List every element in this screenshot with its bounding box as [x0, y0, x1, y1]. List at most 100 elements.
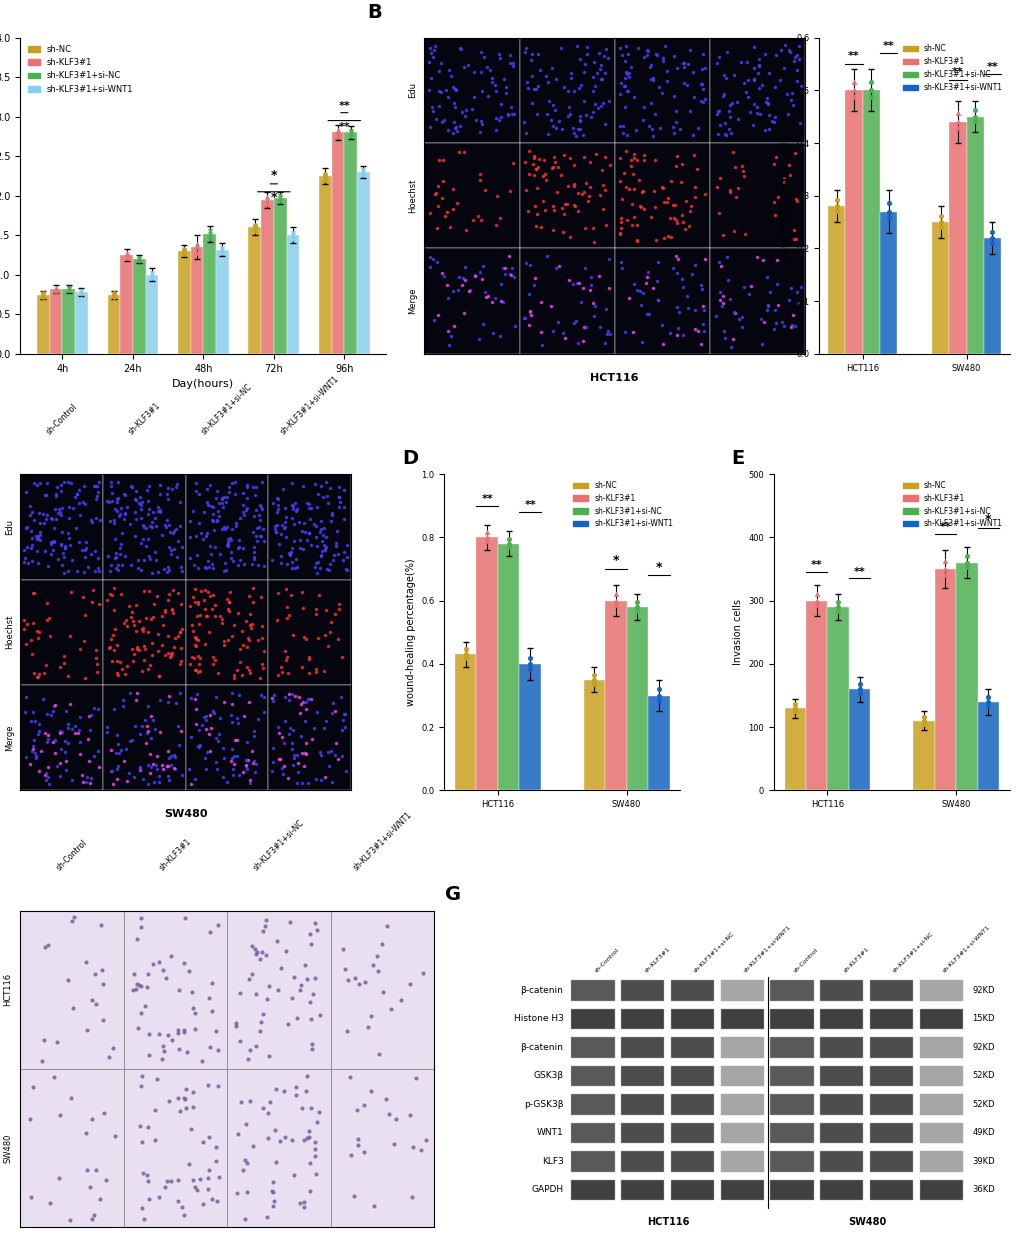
Bar — [424, 143, 519, 248]
Point — [879, 202, 896, 222]
Point — [106, 283, 122, 303]
Text: **: ** — [810, 560, 821, 570]
Text: **: ** — [938, 522, 951, 532]
Point — [342, 123, 359, 143]
Point — [118, 245, 135, 265]
FancyBboxPatch shape — [819, 1065, 862, 1087]
Bar — [476, 537, 497, 790]
Text: E: E — [731, 448, 744, 468]
Point — [355, 162, 371, 182]
Point — [949, 118, 965, 138]
Bar — [879, 212, 897, 354]
Bar — [123, 910, 227, 1069]
Bar — [319, 177, 331, 354]
FancyBboxPatch shape — [919, 1123, 962, 1143]
FancyBboxPatch shape — [621, 1151, 663, 1172]
Text: HCT116: HCT116 — [3, 973, 12, 1007]
Point — [650, 686, 666, 706]
Point — [931, 205, 948, 225]
Bar — [626, 607, 647, 790]
Point — [949, 111, 965, 131]
FancyBboxPatch shape — [571, 980, 614, 1000]
Bar — [862, 90, 879, 354]
Text: **: ** — [848, 51, 859, 61]
Point — [189, 243, 205, 263]
Text: Hoechst: Hoechst — [408, 179, 417, 213]
Bar — [827, 207, 845, 354]
FancyBboxPatch shape — [769, 1009, 813, 1029]
Bar — [107, 294, 120, 354]
FancyBboxPatch shape — [621, 1179, 663, 1199]
Point — [829, 592, 846, 612]
Point — [317, 164, 333, 184]
Text: sh-KLF3#1: sh-KLF3#1 — [643, 947, 671, 974]
Point — [629, 592, 645, 612]
Point — [272, 187, 288, 207]
Point — [500, 537, 517, 557]
Point — [144, 264, 160, 284]
FancyBboxPatch shape — [919, 1179, 962, 1199]
Text: β-catenin: β-catenin — [520, 1043, 562, 1052]
Point — [915, 714, 931, 734]
Point — [329, 126, 345, 146]
Bar — [983, 238, 1001, 354]
Text: sh-Control: sh-Control — [55, 839, 90, 873]
FancyBboxPatch shape — [869, 1094, 912, 1114]
Point — [829, 597, 846, 617]
Text: HCT116: HCT116 — [646, 1217, 689, 1227]
Point — [176, 244, 193, 264]
Bar — [845, 90, 862, 354]
Point — [931, 212, 948, 232]
FancyBboxPatch shape — [769, 1094, 813, 1114]
Bar — [216, 249, 228, 354]
Point — [829, 601, 846, 621]
Legend: sh-NC, sh-KLF3#1, sh-KLF3#1+si-NC, sh-KLF3#1+si-WNT1: sh-NC, sh-KLF3#1, sh-KLF3#1+si-NC, sh-KL… — [24, 41, 137, 96]
FancyBboxPatch shape — [769, 1037, 813, 1058]
Text: *: * — [612, 555, 619, 567]
Bar — [614, 143, 709, 248]
Bar — [805, 601, 826, 790]
Text: **: ** — [481, 495, 492, 505]
Point — [586, 665, 602, 685]
Point — [247, 222, 263, 242]
Bar — [132, 259, 146, 354]
Point — [329, 123, 345, 143]
Point — [879, 193, 896, 213]
Bar — [37, 294, 50, 354]
Point — [259, 188, 275, 208]
Point — [479, 527, 495, 547]
Bar — [330, 910, 434, 1069]
Bar — [185, 685, 268, 790]
Bar — [709, 38, 804, 143]
Point — [284, 223, 301, 243]
Point — [936, 551, 953, 571]
FancyBboxPatch shape — [719, 1037, 763, 1058]
Bar — [519, 38, 614, 143]
Text: **: ** — [524, 501, 535, 511]
Point — [272, 188, 288, 208]
Point — [144, 263, 160, 283]
Text: Merge: Merge — [5, 725, 14, 751]
Point — [586, 670, 602, 690]
X-axis label: Day(hours): Day(hours) — [172, 379, 234, 389]
Point — [522, 647, 538, 667]
FancyBboxPatch shape — [919, 1037, 962, 1058]
FancyBboxPatch shape — [671, 1037, 713, 1058]
Point — [936, 565, 953, 585]
Point — [458, 640, 474, 660]
Text: sh-Control: sh-Control — [792, 948, 818, 974]
Point — [272, 192, 288, 212]
FancyBboxPatch shape — [719, 1065, 763, 1087]
Point — [247, 218, 263, 238]
FancyBboxPatch shape — [671, 980, 713, 1000]
Text: 15KD: 15KD — [971, 1014, 994, 1023]
Point — [130, 249, 147, 269]
Point — [650, 690, 666, 710]
Bar — [249, 228, 261, 354]
FancyBboxPatch shape — [769, 1151, 813, 1172]
Text: Hoechst: Hoechst — [5, 615, 14, 650]
FancyBboxPatch shape — [671, 1151, 713, 1172]
Point — [73, 280, 90, 300]
Point — [931, 217, 948, 237]
FancyBboxPatch shape — [621, 1123, 663, 1143]
